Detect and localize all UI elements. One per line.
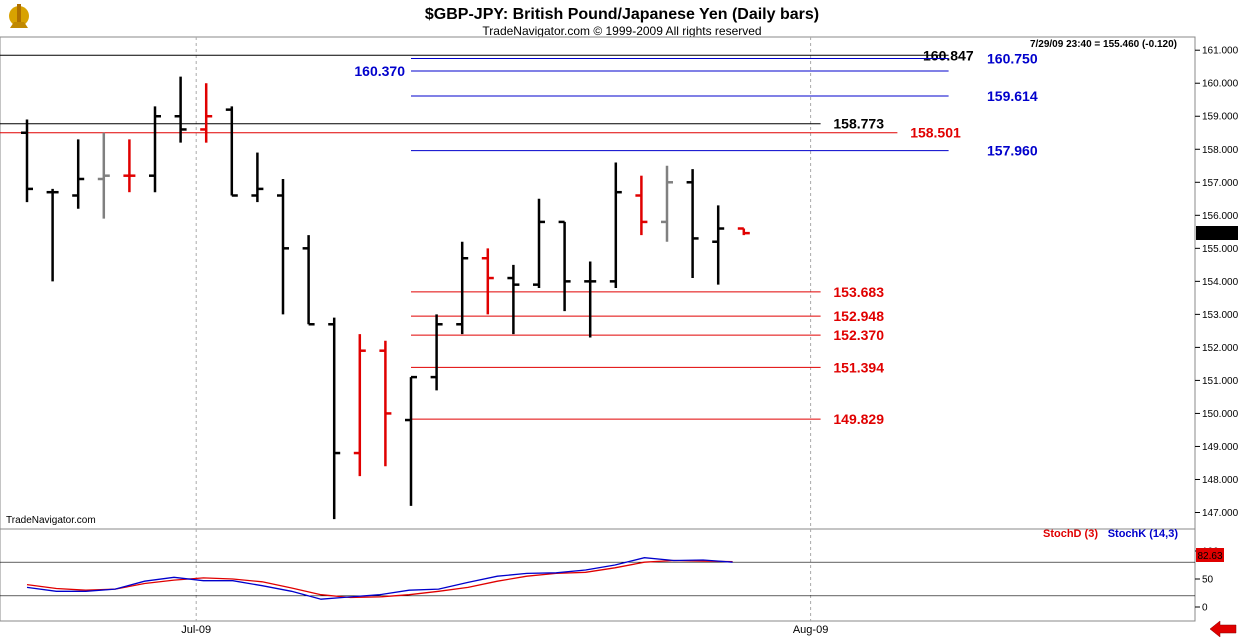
- ohlc-bar: [149, 106, 161, 193]
- level-label: 160.847: [923, 47, 974, 63]
- ohlc-bar: [251, 152, 264, 203]
- stoch-line-stochk: [26, 557, 733, 600]
- ohlc-bar: [225, 106, 238, 197]
- y-tick-label: 153.000: [1202, 310, 1239, 321]
- stoch-line-stochd: [26, 559, 733, 599]
- ohlc-bar: [200, 83, 213, 143]
- ohlc-bar: [661, 165, 673, 242]
- level-label: 152.948: [833, 308, 884, 324]
- ohlc-bar: [277, 178, 289, 315]
- level-label: 152.370: [833, 327, 884, 343]
- stoch-tick-label: 0: [1202, 603, 1208, 614]
- ohlc-bar: [456, 241, 469, 335]
- ohlc-bar: [507, 264, 520, 335]
- y-tick-label: 159.000: [1202, 112, 1239, 123]
- level-label: 149.829: [833, 411, 884, 427]
- ohlc-bar: [558, 220, 571, 312]
- main-panel: [0, 36, 1196, 530]
- y-tick-label: 157.000: [1202, 178, 1239, 189]
- x-tick-label: Aug-09: [793, 624, 828, 636]
- y-tick-label: 154.000: [1202, 277, 1239, 288]
- level-label: 157.960: [987, 143, 1038, 159]
- ohlc-bar: [584, 261, 597, 338]
- last-quote: 7/29/09 23:40 = 155.460 (-0.120): [1030, 39, 1177, 50]
- ohlc-bar: [46, 188, 59, 282]
- logo-icon: [9, 4, 29, 28]
- ohlc-bar: [405, 375, 417, 506]
- y-tick-label: 160.000: [1202, 79, 1239, 90]
- x-tick-label: Jul-09: [181, 624, 211, 636]
- left-arrow-icon[interactable]: [1205, 620, 1239, 638]
- ohlc-bar: [21, 119, 33, 203]
- ohlc-bar: [353, 334, 366, 477]
- y-tick-label: 149.000: [1202, 442, 1239, 453]
- indicator-panel: [0, 528, 1196, 622]
- level-label: 160.750: [987, 50, 1038, 66]
- level-label: 153.683: [833, 284, 884, 300]
- ohlc-bar: [379, 340, 392, 467]
- current-stoch-tag: [1196, 548, 1224, 562]
- chart-title: $GBP-JPY: British Pound/Japanese Yen (Da…: [425, 6, 819, 23]
- level-label: 158.773: [833, 116, 884, 132]
- current-price-label: 155.460: [1199, 229, 1236, 240]
- ohlc-bar: [481, 248, 494, 315]
- y-tick-label: 158.000: [1202, 145, 1239, 156]
- ohlc-bar: [328, 317, 341, 520]
- ohlc-bar: [737, 227, 750, 236]
- ohlc-bar: [97, 132, 110, 219]
- y-tick-label: 156.000: [1202, 211, 1239, 222]
- stoch-tick-label: 50: [1202, 575, 1214, 586]
- y-tick-label: 161.000: [1202, 46, 1239, 57]
- current-stoch-label: 82.63: [1197, 551, 1222, 562]
- y-tick-label: 155.000: [1202, 244, 1239, 255]
- level-label: 151.394: [833, 359, 884, 375]
- y-tick-label: 148.000: [1202, 475, 1239, 486]
- ohlc-bar: [686, 169, 699, 279]
- y-tick-label: 151.000: [1202, 376, 1239, 387]
- legend-stochk: StochK (14,3): [1108, 528, 1179, 540]
- y-tick-label: 147.000: [1202, 508, 1239, 519]
- ohlc-bar: [174, 76, 187, 143]
- ohlc-bar: [302, 235, 315, 326]
- current-price-tag: [1196, 226, 1238, 240]
- ohlc-bar: [712, 205, 725, 285]
- ohlc-bar: [72, 139, 85, 209]
- copyright-text: TradeNavigator.com © 1999-2009 All right…: [482, 24, 761, 38]
- y-tick-label: 150.000: [1202, 409, 1239, 420]
- level-label: 160.370: [354, 63, 405, 79]
- level-label: 158.501: [910, 125, 961, 141]
- ohlc-bar: [430, 314, 443, 391]
- ohlc-bar: [635, 175, 648, 236]
- ohlc-bar: [609, 162, 622, 288]
- watermark-text: TradeNavigator.com: [6, 515, 96, 526]
- ohlc-bar: [533, 198, 545, 288]
- legend-stochd: StochD (3): [1043, 528, 1098, 540]
- ohlc-bar: [123, 139, 136, 193]
- level-label: 159.614: [987, 88, 1038, 104]
- y-tick-label: 152.000: [1202, 343, 1239, 354]
